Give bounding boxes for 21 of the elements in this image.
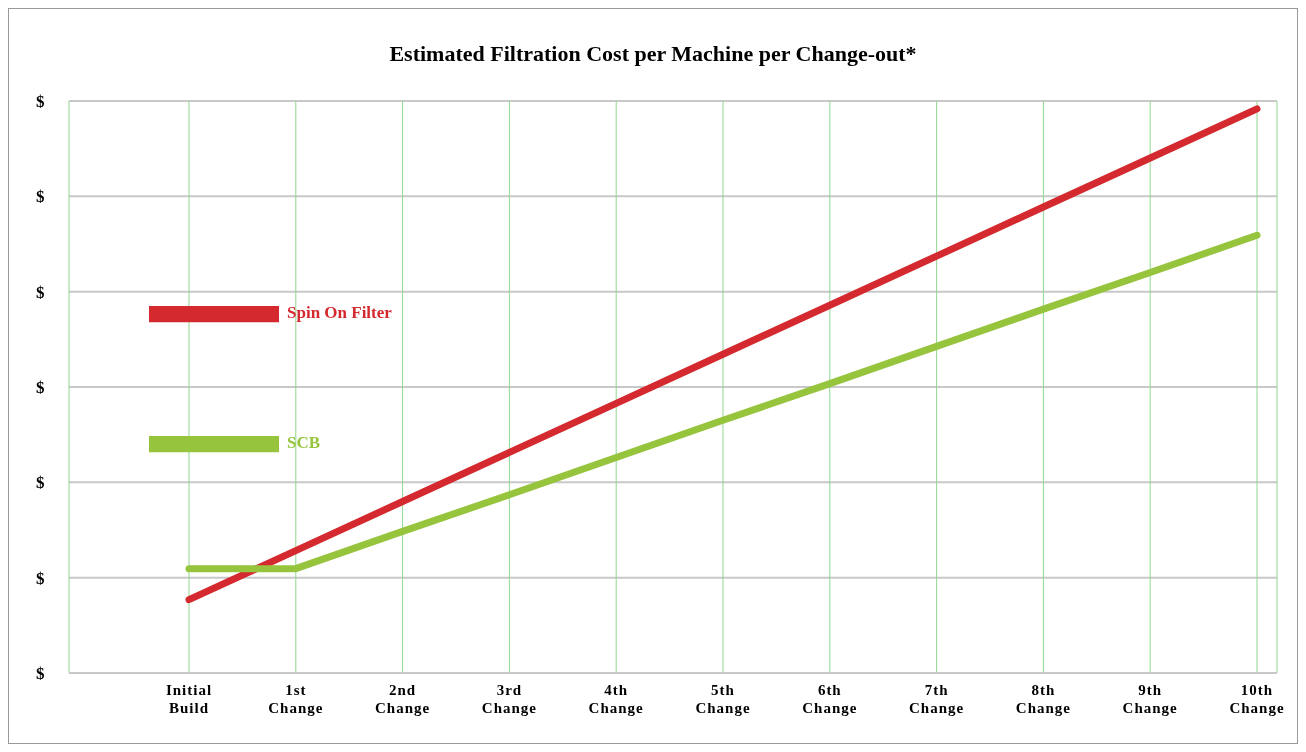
x-tick-label: 10th Change: [1229, 682, 1285, 716]
x-tick-label: 7th Change: [909, 682, 965, 716]
text: $: [36, 282, 45, 302]
text: $: [36, 664, 45, 684]
x-tick-label: Initial Build: [165, 682, 213, 716]
x-tick-label: 2nd Change: [375, 682, 431, 716]
text: $: [36, 187, 45, 207]
text: $: [36, 378, 45, 398]
x-tick-label: 3rd Change: [481, 682, 537, 716]
x-tick-label: 8th Change: [1015, 682, 1071, 716]
text: $: [36, 568, 45, 588]
chart-title: Estimated Filtration Cost per Machine per Change-out*: [388, 41, 918, 67]
text: Spin On Filter: [287, 302, 392, 322]
text: $: [36, 92, 45, 112]
text: SCB: [287, 432, 321, 452]
x-tick-label: 4th Change: [588, 682, 644, 716]
x-tick-label: 6th Change: [802, 682, 858, 716]
x-tick-label: 5th Change: [695, 682, 751, 716]
text: $: [36, 473, 45, 493]
x-tick-label: 9th Change: [1122, 682, 1178, 716]
x-tick-label: 1st Change: [268, 682, 324, 716]
